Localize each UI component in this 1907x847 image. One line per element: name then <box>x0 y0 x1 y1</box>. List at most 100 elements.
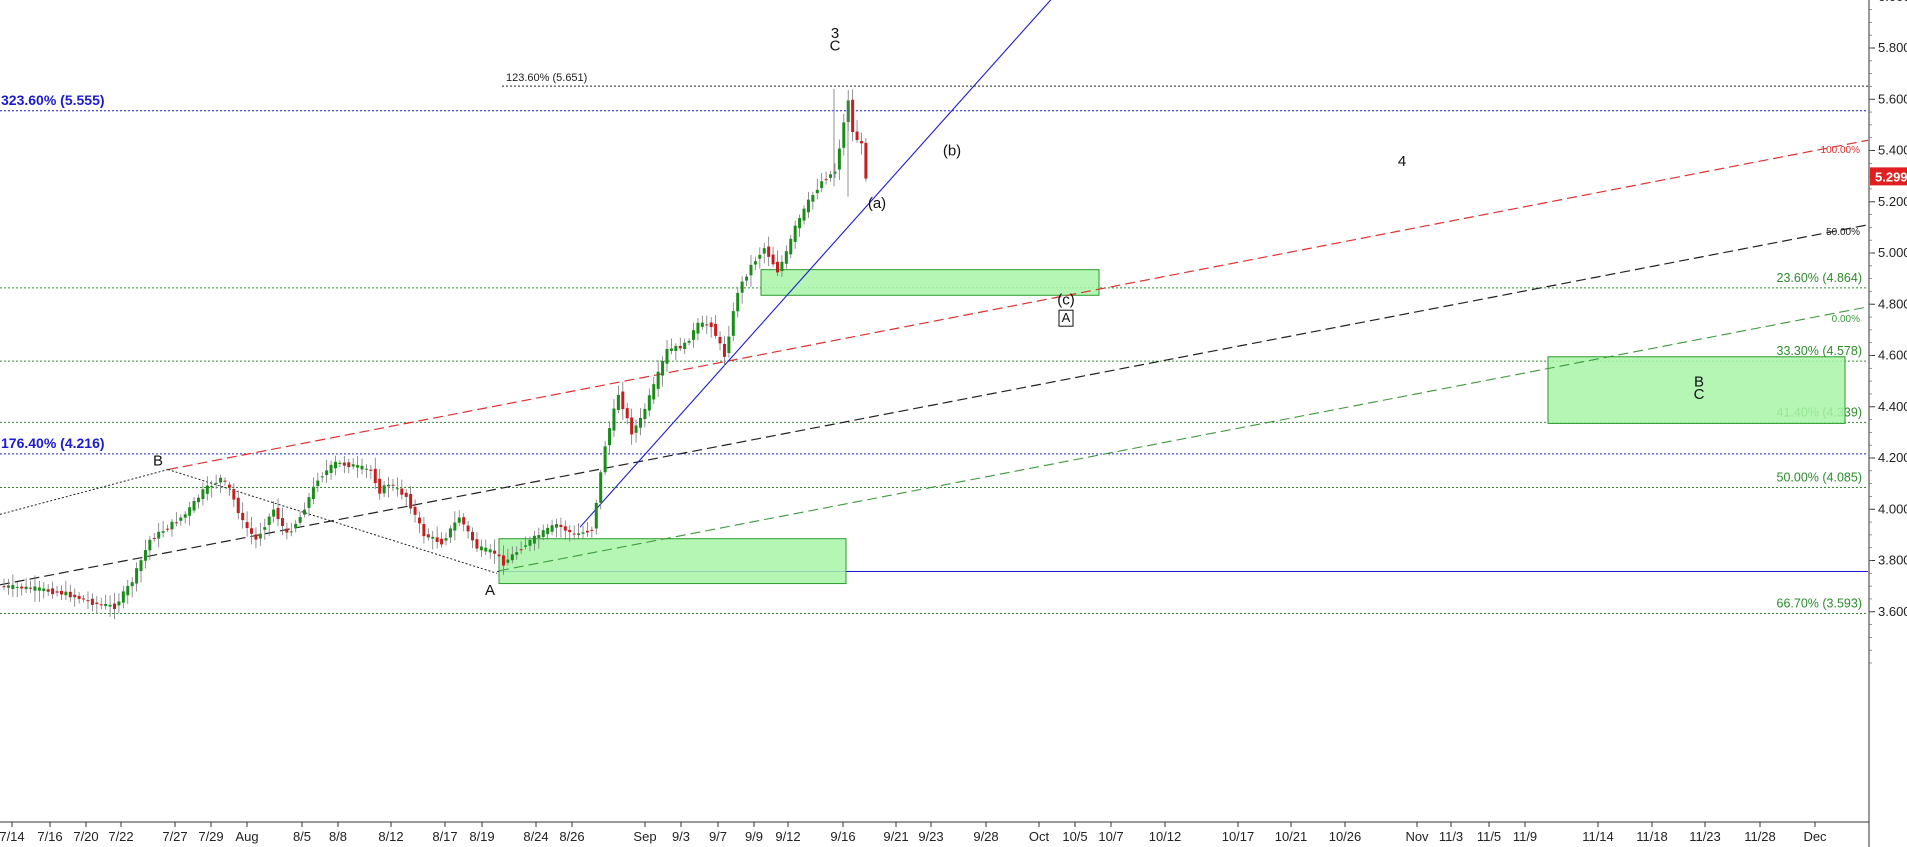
candle-body <box>360 465 364 470</box>
candle-body <box>837 148 841 170</box>
x-tick-label: 11/18 <box>1636 829 1668 844</box>
candle-body <box>166 528 170 530</box>
candle-body <box>369 469 373 471</box>
candle-body <box>431 536 435 539</box>
fib-label-blue: 176.40% (4.216) <box>1 435 105 451</box>
x-tick-label: Oct <box>1029 829 1050 844</box>
channel-black <box>0 224 1869 586</box>
x-tick-label: 11/9 <box>1513 829 1537 844</box>
candle-body <box>303 509 307 515</box>
candle-body <box>577 533 581 536</box>
wave-label: (c) <box>1057 291 1075 308</box>
y-tick-label: 5.400 <box>1878 143 1907 158</box>
wave-label: (a) <box>868 195 886 212</box>
y-tick-label: 4.200 <box>1878 450 1907 465</box>
dotted-a-b <box>167 469 498 574</box>
candle-body <box>329 464 333 473</box>
candle-body <box>196 497 200 503</box>
candle-body <box>139 560 143 572</box>
candle-body <box>634 425 638 433</box>
target-zones <box>498 269 1846 585</box>
wave-label: C <box>1694 386 1705 403</box>
candle-body <box>29 587 33 589</box>
candle-body <box>276 507 280 520</box>
candle-body <box>400 488 404 495</box>
candle-body <box>683 342 687 350</box>
candle-body <box>581 532 585 534</box>
x-tick-label: Dec <box>1803 829 1827 844</box>
wave-label: 4 <box>1398 153 1406 170</box>
fib-label-green: 33.30% (4.578) <box>1777 344 1862 358</box>
candle-body <box>687 340 691 343</box>
candle-body <box>320 476 324 478</box>
candle-body <box>811 194 815 202</box>
candle-body <box>793 225 797 242</box>
candle-body <box>24 586 28 590</box>
x-tick-label: 8/8 <box>329 829 347 844</box>
wave-label: (b) <box>943 143 961 160</box>
candle-body <box>210 486 214 488</box>
x-tick-label: 10/21 <box>1275 829 1308 844</box>
candle-body <box>325 470 329 476</box>
trendlines: 100.00% 50.00% 0.00% <box>0 0 1869 586</box>
candle-body <box>661 361 665 376</box>
candle-body <box>541 530 545 537</box>
candle-body <box>37 587 41 591</box>
candle-body <box>130 582 134 587</box>
candle-body <box>59 590 63 595</box>
candle-body <box>104 603 108 607</box>
candle-body <box>409 494 413 509</box>
candle-body <box>714 323 718 336</box>
candle-body <box>515 552 519 555</box>
candle-body <box>563 526 567 531</box>
candle-body <box>700 322 704 327</box>
candle-body <box>135 568 139 584</box>
candle-body <box>692 330 696 340</box>
x-tick-label: 8/17 <box>432 829 457 844</box>
candle-body <box>258 533 262 539</box>
x-tick-label: 7/27 <box>162 829 187 844</box>
zone-low <box>498 538 847 585</box>
candle-body <box>245 522 249 529</box>
candle-body <box>311 486 315 500</box>
candle-body <box>334 461 337 469</box>
candle-body <box>108 604 112 607</box>
candle-body <box>842 122 846 148</box>
candle-body <box>298 517 302 523</box>
candle-body <box>174 522 178 524</box>
candle-body <box>254 534 258 540</box>
candle-body <box>183 514 187 518</box>
candle-body <box>559 524 563 527</box>
candle-body <box>798 218 802 229</box>
candle-body <box>612 408 616 431</box>
candle-body <box>820 181 824 189</box>
candle-body <box>86 600 90 602</box>
y-tick-label: 5.600 <box>1878 91 1907 106</box>
candle-body <box>625 408 629 419</box>
candle-body <box>833 171 837 174</box>
candle-body <box>33 586 37 591</box>
candle-body <box>524 545 528 547</box>
candle-body <box>709 322 713 328</box>
candle-body <box>864 142 868 179</box>
candle-body <box>621 391 625 410</box>
candle-body <box>855 131 859 141</box>
x-tick-label: 9/3 <box>672 829 690 844</box>
candle-body <box>453 522 457 531</box>
wave-label: B <box>153 453 163 470</box>
candle-body <box>789 238 793 255</box>
candle-body <box>148 539 152 551</box>
candle-body <box>550 525 554 532</box>
candle-body <box>157 531 161 539</box>
candle-body <box>347 462 351 468</box>
candle-body <box>232 489 236 500</box>
candle-body <box>188 507 192 516</box>
candle-body <box>568 529 572 533</box>
x-tick-label: 8/26 <box>559 829 584 844</box>
candle-body <box>806 199 810 213</box>
candle-body <box>82 598 86 600</box>
y-tick-label: 4.400 <box>1878 399 1907 414</box>
x-tick-label: 11/23 <box>1689 829 1721 844</box>
x-tick-label: 9/12 <box>775 829 800 844</box>
y-tick-label: 4.600 <box>1878 348 1907 363</box>
